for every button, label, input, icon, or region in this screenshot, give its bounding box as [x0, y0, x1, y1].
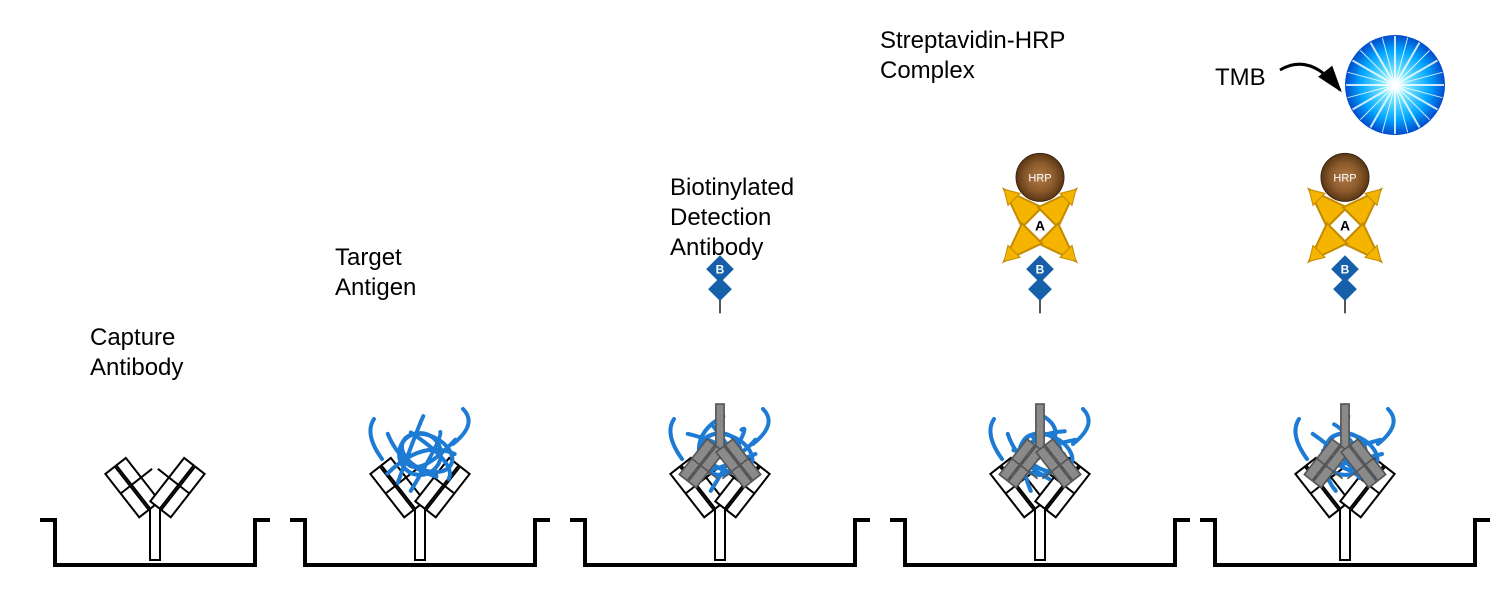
- svg-text:A: A: [1035, 217, 1045, 233]
- label-biotin2: Detection: [670, 204, 771, 231]
- label-antigen: Antigen: [335, 274, 416, 301]
- hrp-enzyme: HRP: [1321, 153, 1369, 201]
- biotin-tag: B: [706, 255, 734, 313]
- tmb-arrow: [1280, 64, 1340, 90]
- capture-antibody: [105, 449, 204, 560]
- label-biotin3: Antibody: [670, 234, 763, 261]
- label-tmb: TMB: [1215, 64, 1266, 91]
- label-capture: Capture: [90, 324, 175, 351]
- svg-text:A: A: [1340, 217, 1350, 233]
- hrp-enzyme: HRP: [1016, 153, 1064, 201]
- label-biotin1: Biotinylated: [670, 174, 794, 201]
- svg-text:B: B: [716, 262, 725, 276]
- label-target: Target: [335, 244, 402, 271]
- svg-text:B: B: [1036, 262, 1045, 276]
- label-antibody1: Antibody: [90, 354, 183, 381]
- biotin-tag: B: [1331, 255, 1359, 313]
- svg-text:HRP: HRP: [1333, 172, 1356, 184]
- tmb-substrate-glow: [1345, 35, 1445, 135]
- svg-text:HRP: HRP: [1028, 172, 1051, 184]
- svg-text:B: B: [1341, 262, 1350, 276]
- elisa-diagram: B B A HRP B A HRP Capture Antibody Target Antigen B…: [0, 0, 1500, 600]
- biotin-tag: B: [1026, 255, 1054, 313]
- label-strep1: Streptavidin-HRP: [880, 27, 1065, 54]
- label-strep2: Complex: [880, 57, 975, 84]
